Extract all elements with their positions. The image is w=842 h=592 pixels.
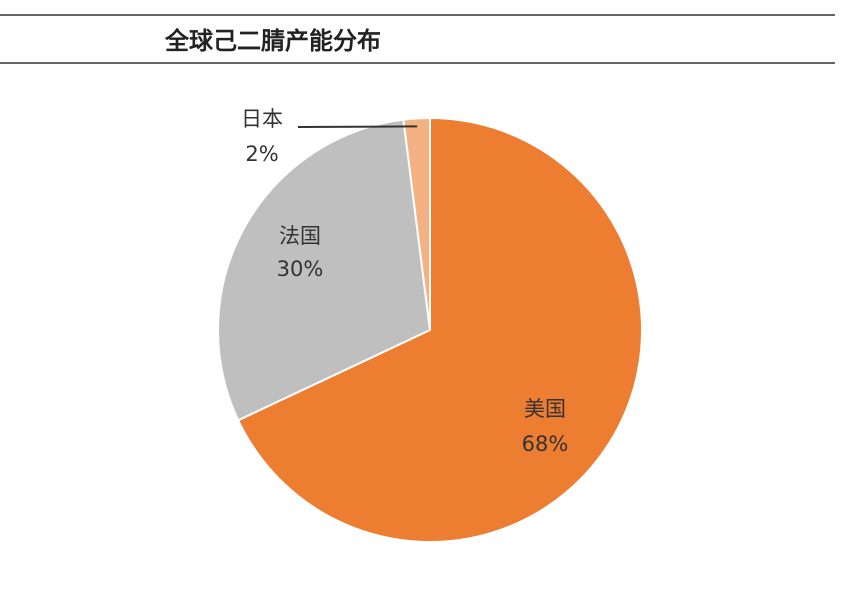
slice-value-label: 30% bbox=[277, 257, 324, 281]
pie-slice bbox=[402, 116, 431, 331]
slice-label: 美国 bbox=[524, 397, 566, 421]
slice-value-label: 2% bbox=[245, 142, 278, 166]
slice-value-label: 68% bbox=[522, 432, 569, 456]
slice-label: 日本 bbox=[241, 107, 283, 131]
leader-line bbox=[297, 125, 418, 128]
slice-label: 法国 bbox=[279, 224, 321, 248]
pie-slice bbox=[236, 116, 643, 543]
pie-slice bbox=[217, 118, 432, 422]
chart-title: 全球己二腈产能分布 bbox=[164, 27, 381, 55]
